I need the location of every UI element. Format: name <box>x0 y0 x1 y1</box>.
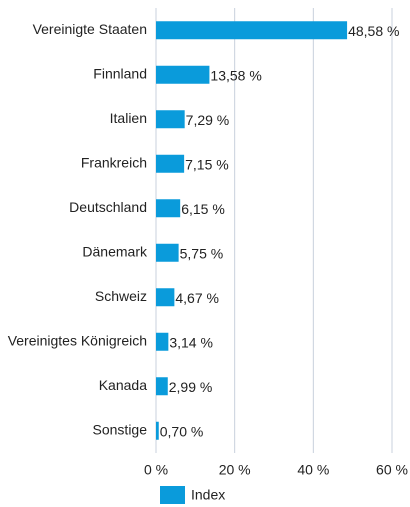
y-tick-label: Vereinigte Staaten <box>33 21 147 37</box>
y-tick-label: Sonstige <box>93 421 148 437</box>
data-label: 13,58 % <box>210 67 261 83</box>
data-label: 7,15 % <box>185 156 229 172</box>
y-tick-label: Frankreich <box>81 154 147 170</box>
y-tick-label: Finnland <box>93 65 147 81</box>
data-label: 3,14 % <box>169 334 213 350</box>
bar <box>156 21 348 40</box>
data-label: 6,15 % <box>181 201 225 217</box>
y-tick-label: Italien <box>110 110 147 126</box>
y-tick-label: Dänemark <box>82 243 148 259</box>
bar <box>156 332 169 351</box>
bar <box>156 154 185 173</box>
x-tick-label: 40 % <box>297 462 329 478</box>
legend-label: Index <box>191 487 225 503</box>
y-tick-label: Deutschland <box>69 199 147 215</box>
data-label: 4,67 % <box>175 290 219 306</box>
bar <box>156 65 210 84</box>
data-label: 2,99 % <box>169 379 213 395</box>
data-label: 48,58 % <box>348 23 399 39</box>
bar <box>156 110 185 129</box>
bar <box>156 243 179 262</box>
x-tick-label: 20 % <box>219 462 251 478</box>
y-tick-label: Kanada <box>99 377 147 393</box>
data-label: 5,75 % <box>180 245 224 261</box>
bar <box>156 288 175 307</box>
bar <box>156 199 181 218</box>
bar <box>156 421 159 440</box>
bar <box>156 377 168 396</box>
data-label: 7,29 % <box>186 112 230 128</box>
x-tick-label: 60 % <box>376 462 408 478</box>
data-label: 0,70 % <box>160 423 204 439</box>
x-tick-label: 0 % <box>144 462 168 478</box>
y-tick-label: Schweiz <box>95 288 147 304</box>
legend-swatch <box>160 486 185 504</box>
y-tick-label: Vereinigtes Königreich <box>8 332 147 348</box>
